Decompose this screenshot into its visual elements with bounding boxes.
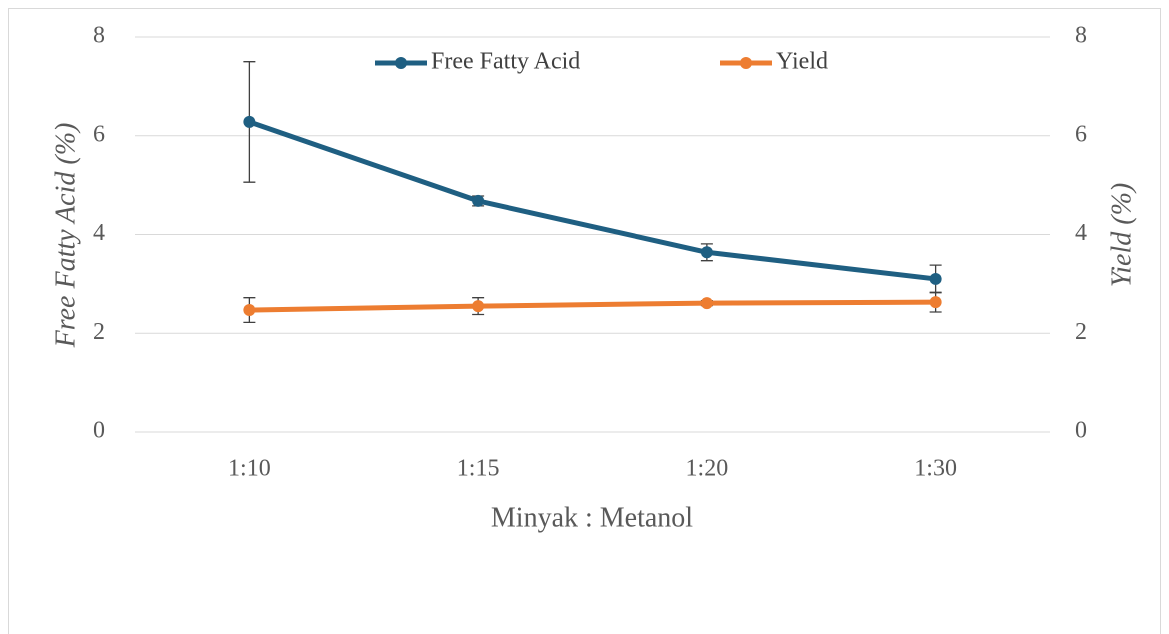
series-line: [248, 119, 936, 282]
chart-frame: [8, 8, 1161, 634]
y2-tick-label: 8: [1075, 23, 1087, 49]
x-tick-label: 1:15: [457, 456, 500, 482]
y2-tick-label: 4: [1075, 220, 1087, 246]
point: [700, 297, 713, 310]
y-tick-label: 4: [93, 220, 105, 246]
x-tick-label: 1:20: [686, 456, 729, 482]
point: [700, 246, 713, 259]
y2-tick-label: 0: [1075, 418, 1087, 444]
point: [929, 272, 942, 285]
y2-tick-label: 2: [1075, 319, 1087, 345]
legend-marker: [395, 57, 407, 69]
point: [472, 194, 485, 207]
series-line: [249, 299, 936, 313]
legend-label: Yield: [776, 49, 828, 75]
y-tick-label: 2: [93, 319, 105, 345]
x-tick-label: 1:10: [228, 456, 271, 482]
point: [929, 296, 942, 309]
y-tick-label: 8: [93, 23, 105, 49]
legend-marker: [740, 57, 752, 69]
x-axis-title: Minyak : Metanol: [491, 502, 693, 533]
y-tick-label: 6: [93, 121, 105, 147]
point: [243, 115, 256, 128]
y-axis-title: Free Fatty Acid (%): [50, 123, 81, 349]
legend-label: Free Fatty Acid: [431, 49, 580, 75]
y2-tick-label: 6: [1075, 121, 1087, 147]
y-tick-label: 0: [93, 418, 105, 444]
y2-axis-title: Yield (%): [1106, 183, 1137, 287]
x-tick-label: 1:30: [914, 456, 957, 482]
point: [243, 304, 256, 317]
point: [472, 300, 485, 313]
